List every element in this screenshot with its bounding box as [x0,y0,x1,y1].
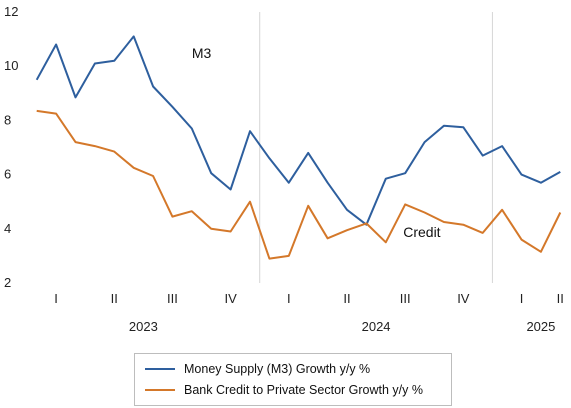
y-tick-label-6: 6 [4,167,11,182]
series-lines [35,35,562,260]
series-line-1 [36,109,562,260]
chart-legend: Money Supply (M3) Growth y/y % Bank Cred… [134,353,452,406]
y-tick-label-2: 2 [4,275,11,290]
year-label-2023: 2023 [129,319,158,334]
legend-swatch-credit [145,389,175,391]
series-line-0 [35,35,561,226]
x-tick-label-3: IV [224,291,237,306]
legend-swatch-m3 [145,368,175,370]
y-tick-label-12: 12 [4,4,18,19]
annotation-m3: M3 [192,45,212,61]
x-axis-quarter-labels: I II III IV I II III IV I II [54,291,564,306]
x-tick-label-6: III [400,291,411,306]
x-tick-label-1: II [111,291,118,306]
x-tick-label-4: I [287,291,291,306]
x-tick-label-0: I [54,291,58,306]
annotation-credit: Credit [403,224,440,240]
y-tick-label-10: 10 [4,58,18,73]
x-tick-label-9: II [557,291,564,306]
y-axis-tick-labels: 2 4 6 8 10 12 [4,4,18,290]
legend-item-m3: Money Supply (M3) Growth y/y % [145,360,370,378]
chart-annotations: M3 Credit [192,45,441,240]
y-tick-label-8: 8 [4,112,11,127]
year-label-2024: 2024 [362,319,391,334]
x-tick-label-2: III [167,291,178,306]
year-label-2025: 2025 [526,319,555,334]
legend-label-m3: Money Supply (M3) Growth y/y % [184,362,371,376]
x-tick-label-7: IV [457,291,470,306]
y-tick-label-4: 4 [4,221,11,236]
x-tick-label-5: II [343,291,350,306]
x-axis-year-labels: 2023 2024 2025 [129,319,555,334]
year-separators [259,12,493,283]
x-tick-label-8: I [520,291,524,306]
legend-item-credit: Bank Credit to Private Sector Growth y/y… [145,381,423,399]
legend-label-credit: Bank Credit to Private Sector Growth y/y… [184,383,423,397]
